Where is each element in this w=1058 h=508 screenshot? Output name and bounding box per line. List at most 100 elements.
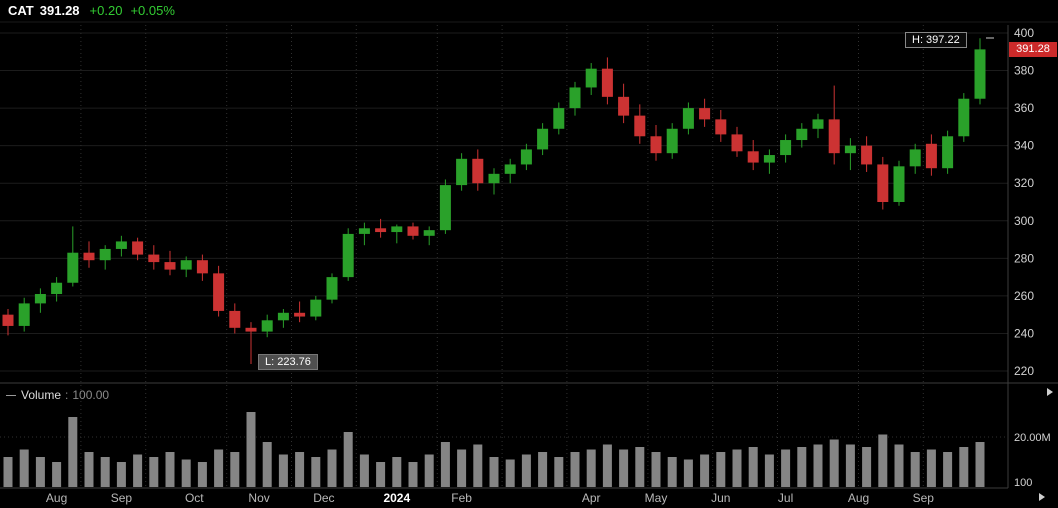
candle-body [974,49,986,99]
volume-bar [878,434,888,487]
volume-bar [554,457,564,487]
candle-body [34,294,46,304]
volume-bar [408,462,418,487]
month-label: Jun [711,491,730,505]
price-tick-label: 320 [1014,176,1034,190]
candle-body [2,314,14,326]
volume-bar [813,444,823,487]
volume-bar [505,459,515,487]
volume-bar [359,454,369,487]
volume-bar [392,457,402,487]
candle-body [780,140,792,156]
candle-body [294,312,306,317]
volume-bar [797,447,807,487]
volume-bar [764,454,774,487]
candle-body [504,164,516,174]
price-tick-label: 220 [1014,364,1034,378]
volume-bar [100,457,110,487]
candle-body [488,173,500,184]
candle-body [925,143,937,169]
candle-body [423,230,435,236]
volume-bar [910,452,920,487]
candle-body [537,128,549,150]
volume-bar [829,439,839,487]
price-axis[interactable] [1008,25,1058,488]
volume-bar [457,449,467,487]
candle-body [358,228,370,234]
volume-bar [473,444,483,487]
candle-body [844,145,856,154]
time-gridlines [0,25,1008,487]
volume-bar [440,442,450,487]
volume-bar [683,459,693,487]
price-axis-labels: 400 380 360 340 320 300 280 260 240 220 [1014,26,1034,378]
volume-bar [3,457,13,487]
volume-bar [732,449,742,487]
volume-bar [781,449,791,487]
candle-body [326,277,338,300]
month-label: Oct [185,491,204,505]
candle-body [763,155,775,163]
candle-body [261,320,273,332]
candle-body [99,248,111,261]
volume-bar [327,449,337,487]
volume-bar [521,454,531,487]
candle-body [569,87,581,109]
candle-body [472,158,484,184]
volume-bar [716,452,726,487]
low-annotation: L: 223.76 [258,354,318,370]
month-label: Jul [778,491,793,505]
candle-body [618,96,630,116]
price-change: +0.20 [89,3,123,18]
price-gridlines [0,32,1008,372]
price-tick-label: 380 [1014,64,1034,78]
candle-body [164,262,176,270]
candle-body [245,327,257,332]
candle-body [115,241,127,249]
candle-body [812,119,824,129]
price-change-percent: +0.05% [130,3,175,18]
volume-tick-label: 100 [1014,477,1032,489]
volume-bar [246,412,256,487]
time-axis-labels: Aug Sep Oct Nov Dec 2024 Feb Apr May Jun Jul Aug Sep [46,491,934,505]
price-tick-label: 340 [1014,139,1034,153]
last-price-tag: 391.28 [1009,42,1057,57]
candle-body [731,134,743,152]
volume-bar [311,457,321,487]
volume-legend[interactable]: Volume:100.00 [6,388,109,402]
candle-body [407,226,419,236]
candle-body [342,233,354,278]
candle-body [877,164,889,202]
volume-bar [619,449,629,487]
symbol-header: CAT 391.28 +0.20 +0.05% [8,3,183,18]
candle-body [375,228,387,233]
price-tick-label: 400 [1014,26,1034,40]
price-tick-label: 240 [1014,326,1034,340]
volume-bar [52,462,62,487]
candle-body [553,108,565,129]
volume-bar [116,462,126,487]
volume-bar [602,444,612,487]
month-label: Aug [46,491,67,505]
volume-bar [230,452,240,487]
candle-body [391,226,403,233]
volume-bar [35,457,45,487]
volume-bar [376,462,386,487]
last-price: 391.28 [39,3,80,18]
volume-bar [197,462,207,487]
month-label: Nov [248,491,269,505]
candle-body [67,252,79,283]
volume-series-marker-icon [6,395,16,397]
scroll-right-arrow-icon[interactable] [1039,493,1045,501]
time-axis[interactable] [0,489,1008,508]
candle-body [634,115,646,137]
volume-bar [748,447,758,487]
scroll-right-arrow-icon[interactable] [1047,388,1053,396]
volume-bar [651,452,661,487]
candle-body [601,68,613,97]
month-label: Aug [848,491,869,505]
month-label: Feb [451,491,472,505]
volume-bar [538,452,548,487]
candle-body [213,273,225,311]
